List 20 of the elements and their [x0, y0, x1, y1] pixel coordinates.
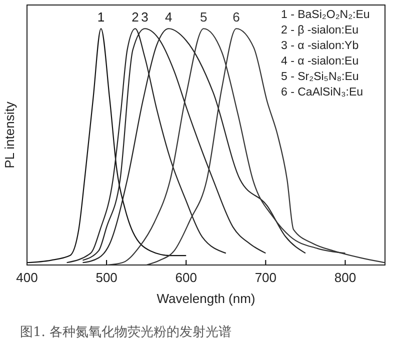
annotation: 3 - α -sialon:Yb: [281, 40, 359, 52]
x-tick-label: 600: [175, 270, 197, 286]
annotation: 5 - Sr₂Si₅N₈:Eu: [281, 71, 359, 83]
series-label: 6: [232, 10, 240, 25]
text: 1 - BaSi₂O₂N₂:Eu: [281, 9, 370, 21]
series-label: 5: [200, 10, 208, 25]
x-tick-label: 500: [96, 270, 118, 286]
series-label: 1: [97, 10, 105, 25]
x-tick-label: 400: [16, 270, 38, 286]
x-tick-label: 800: [334, 270, 356, 286]
annotation: 2 - β -sialon:Eu: [281, 24, 359, 36]
caption: 图1. 各种氮氧化物荧光粉的发射光谱: [20, 325, 232, 340]
y-axis-title: PL intensity: [2, 101, 17, 168]
annotation: 6 - CaAlSiN₃:Eu: [281, 86, 364, 98]
series-label: 3: [141, 10, 148, 25]
series-label: 4: [164, 10, 172, 25]
annotation: 4 - α -sialon:Eu: [281, 56, 359, 68]
x-axis-title: Wavelength (nm): [156, 291, 256, 306]
x-tick-label: 700: [254, 270, 277, 286]
series-label: 2: [132, 10, 139, 25]
